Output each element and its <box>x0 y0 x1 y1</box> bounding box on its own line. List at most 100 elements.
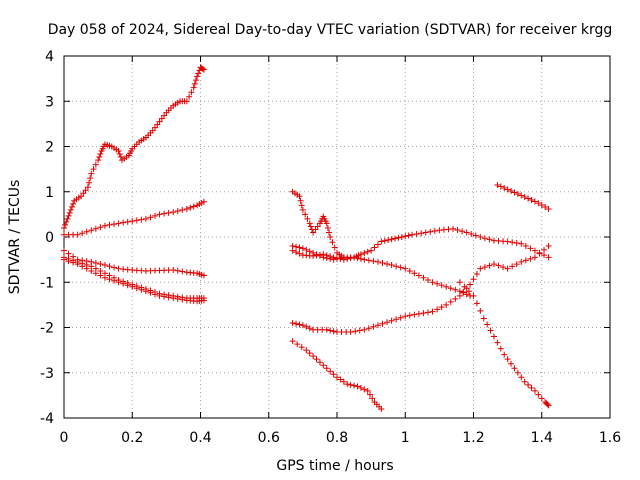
data-point <box>418 230 425 237</box>
data-point <box>115 279 122 286</box>
data-point <box>481 264 488 271</box>
data-point <box>402 233 409 240</box>
data-point <box>106 276 113 283</box>
data-point <box>477 307 484 314</box>
data-point <box>142 215 149 222</box>
data-point <box>190 203 197 210</box>
data-point <box>82 187 89 194</box>
x-tick-label: 0.6 <box>258 430 280 446</box>
data-point <box>454 227 461 234</box>
data-point <box>327 234 334 240</box>
data-point <box>535 391 542 398</box>
data-point <box>481 235 488 242</box>
data-point <box>156 211 163 218</box>
data-point <box>384 319 391 326</box>
data-point <box>179 268 186 275</box>
data-point <box>388 236 395 243</box>
data-point <box>310 253 317 260</box>
data-point <box>542 203 549 210</box>
series-s4 <box>61 254 207 302</box>
data-point <box>152 291 158 298</box>
data-point <box>200 272 207 279</box>
data-point <box>443 301 450 308</box>
data-point <box>434 306 441 313</box>
data-point <box>195 70 202 77</box>
data-point <box>92 270 99 277</box>
x-tick-label: 0.2 <box>121 430 143 446</box>
data-point <box>340 256 347 263</box>
data-point <box>402 265 409 272</box>
data-point <box>192 77 199 84</box>
data-point <box>477 265 484 272</box>
data-point <box>331 244 338 251</box>
data-point <box>361 249 368 256</box>
data-point <box>314 223 321 230</box>
data-point <box>61 224 67 231</box>
data-point <box>438 304 445 311</box>
data-point <box>330 328 337 335</box>
data-point <box>296 321 303 328</box>
data-point <box>165 209 172 216</box>
data-point <box>463 291 470 298</box>
data-point <box>337 255 344 262</box>
data-point <box>316 359 323 366</box>
data-point <box>541 246 548 253</box>
data-point <box>509 239 516 246</box>
series-s11 <box>456 279 552 409</box>
data-point <box>504 265 511 272</box>
data-point <box>460 289 467 296</box>
data-point <box>320 251 327 258</box>
data-point <box>65 212 72 219</box>
data-point <box>299 245 306 252</box>
data-point <box>186 93 193 100</box>
data-point <box>366 391 373 398</box>
data-point <box>87 175 94 182</box>
data-point <box>88 267 95 274</box>
data-point <box>504 238 511 245</box>
data-point <box>298 344 305 351</box>
data-point <box>541 252 548 259</box>
data-point <box>142 288 149 295</box>
data-point <box>470 276 477 283</box>
data-point <box>170 209 177 216</box>
y-tick-label: -4 <box>40 411 54 427</box>
x-tick-labels: 0 0.2 0.4 0.6 0.8 1 1.2 1.4 1.6 <box>60 430 622 446</box>
data-point <box>133 217 140 224</box>
data-point <box>369 395 376 402</box>
data-point <box>468 230 475 237</box>
data-point <box>357 384 364 391</box>
data-point <box>310 229 317 236</box>
data-point <box>129 283 136 290</box>
data-point <box>199 65 206 72</box>
data-point <box>527 255 534 262</box>
data-point <box>101 262 108 269</box>
data-point <box>490 333 497 340</box>
data-point <box>303 246 310 253</box>
data-point <box>324 224 331 231</box>
data-point <box>161 112 168 119</box>
data-point <box>384 260 391 267</box>
data-point <box>420 274 427 281</box>
data-point <box>347 255 354 262</box>
data-point <box>535 200 542 207</box>
data-point <box>508 360 515 367</box>
data-point <box>106 221 113 228</box>
data-point <box>327 327 334 334</box>
ticks <box>63 55 611 419</box>
data-point <box>456 279 463 286</box>
data-point <box>74 261 81 268</box>
data-point <box>147 214 154 221</box>
data-point <box>120 280 127 287</box>
data-point <box>298 202 305 209</box>
data-point <box>304 215 311 222</box>
data-point <box>388 262 395 269</box>
data-point <box>174 295 181 302</box>
data-point <box>78 193 85 200</box>
data-point <box>379 259 386 266</box>
data-point <box>434 280 441 287</box>
data-point <box>544 401 551 408</box>
data-points <box>61 64 552 412</box>
data-point <box>115 148 122 155</box>
data-point <box>514 191 521 198</box>
data-point <box>117 154 124 161</box>
